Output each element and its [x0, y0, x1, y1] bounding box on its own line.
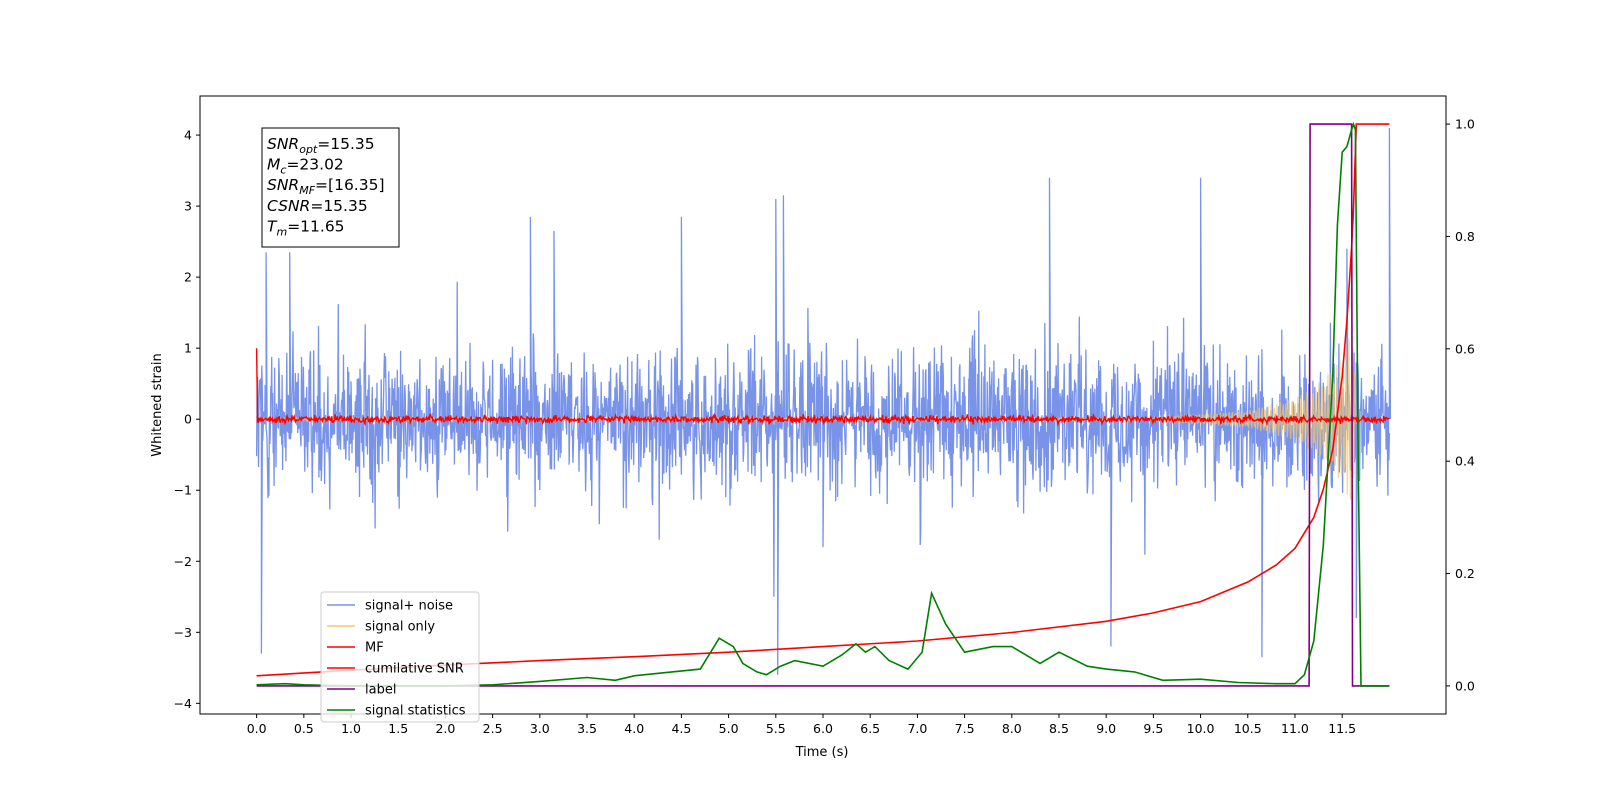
x-tick-label: 9.5 — [1143, 721, 1163, 736]
x-tick-label: 4.0 — [624, 721, 644, 736]
series-signal-noise-line — [255, 127, 1392, 675]
x-tick-label: 3.5 — [577, 721, 597, 736]
y-tick-label: 0 — [184, 412, 192, 427]
annotation-box: SNRopt=15.35Mc=23.02SNRMF=[16.35]CSNR=15… — [261, 127, 400, 248]
x-tick-label: 1.0 — [341, 721, 361, 736]
y2-tick-label: 0.6 — [1455, 341, 1475, 356]
legend-label: cumilative SNR — [365, 662, 464, 677]
y2-tick-label: 0.8 — [1455, 229, 1475, 244]
series-mf-line — [255, 348, 1390, 427]
y-tick-label: −3 — [174, 625, 192, 640]
x-tick-label: 9.0 — [1096, 721, 1116, 736]
x-tick-label: 11.0 — [1281, 721, 1309, 736]
y-axis-ticks: −4 −3 −2 −1 0 1 2 3 4 — [174, 128, 200, 711]
x-axis-ticks: 0.0 0.5 1.0 1.5 2.0 2.5 3.0 3.5 4.0 4.5 5.0 5.5 6.0 6… — [247, 714, 1356, 736]
legend-label: signal only — [365, 620, 435, 635]
annotation-frame — [261, 127, 400, 248]
y-tick-label: −4 — [174, 696, 192, 711]
annotation-line: Tm=11.65 — [267, 217, 345, 238]
x-tick-label: 5.5 — [766, 721, 786, 736]
y2-tick-label: 0.4 — [1455, 454, 1475, 469]
x-tick-label: 0.5 — [294, 721, 314, 736]
legend-frame — [320, 591, 480, 723]
legend-label: signal statistics — [365, 704, 466, 719]
y-tick-label: 4 — [184, 128, 192, 143]
x-tick-label: 6.5 — [860, 721, 880, 736]
y-tick-label: 2 — [184, 270, 192, 285]
x-tick-label: 4.5 — [671, 721, 691, 736]
x-tick-label: 7.0 — [907, 721, 927, 736]
y-tick-label: 1 — [184, 341, 192, 356]
legend-label: signal+ noise — [365, 599, 453, 614]
y-tick-label: 3 — [184, 199, 192, 214]
y2-tick-label: 0.2 — [1455, 566, 1475, 581]
y2-tick-label: 1.0 — [1455, 117, 1475, 132]
x-tick-label: 1.5 — [388, 721, 408, 736]
y2-axis-ticks: 0.0 0.2 0.4 0.6 0.8 1.0 — [1446, 117, 1475, 693]
annotation-line: SNRMF=[16.35] — [267, 176, 385, 197]
series-label-line — [256, 123, 1390, 687]
x-tick-label: 2.0 — [435, 721, 455, 736]
x-tick-label: 11.5 — [1328, 721, 1356, 736]
y-tick-label: −1 — [174, 483, 192, 498]
x-tick-label: 10.5 — [1234, 721, 1262, 736]
x-axis-label: Time (s) — [795, 745, 849, 760]
x-tick-label: 7.5 — [955, 721, 975, 736]
x-tick-label: 5.0 — [719, 721, 739, 736]
annotation-line: Mc=23.02 — [267, 156, 344, 177]
annotation-line: SNRopt=15.35 — [267, 135, 375, 156]
x-tick-label: 6.0 — [813, 721, 833, 736]
y-tick-label: −2 — [174, 554, 192, 569]
y-axis-label: Whitened strain — [150, 353, 165, 456]
series-cumilative-snr-line — [256, 123, 1390, 677]
y2-tick-label: 0.0 — [1455, 678, 1475, 693]
x-tick-label: 10.0 — [1187, 721, 1215, 736]
x-tick-label: 2.5 — [483, 721, 503, 736]
x-tick-label: 3.0 — [530, 721, 550, 736]
x-tick-label: 8.5 — [1049, 721, 1069, 736]
legend: signal+ noise signal only MF cumilative SNR… — [320, 591, 480, 723]
x-tick-label: 0.0 — [247, 721, 267, 736]
x-tick-label: 8.0 — [1002, 721, 1022, 736]
annotation-line: CSNR=15.35 — [267, 197, 368, 215]
series-layer — [255, 121, 1392, 687]
legend-label: MF — [365, 641, 384, 656]
series-signal-statistics-line — [256, 121, 1390, 687]
legend-label: label — [365, 683, 396, 698]
